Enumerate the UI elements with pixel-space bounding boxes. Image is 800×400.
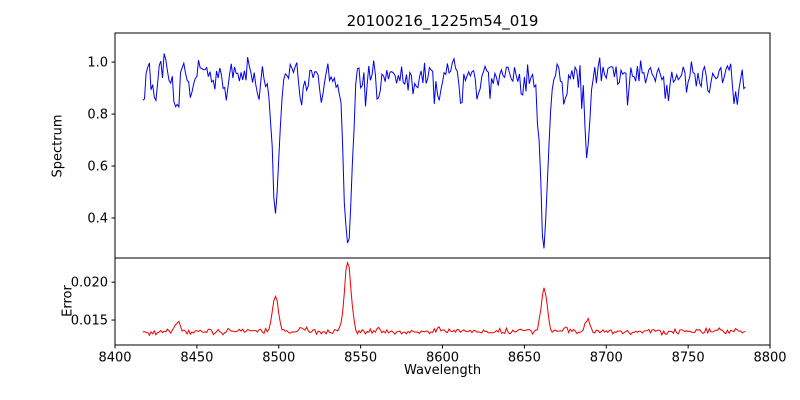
error-y-axis-label: Error <box>60 285 76 317</box>
spectrum-y-ticks: 0.4 0.6 0.8 1.0 <box>87 56 115 226</box>
x-axis-label: Wavelength <box>403 363 482 378</box>
x-tick-label: 8400 <box>98 351 131 366</box>
spectrum-y-tick-label: 0.4 <box>87 211 108 226</box>
chart-title: 20100216_1225m54_019 <box>346 12 539 30</box>
x-tick-label: 8500 <box>262 351 295 366</box>
x-tick-label: 8600 <box>426 351 459 366</box>
spectrum-line <box>142 53 746 249</box>
x-tick-label: 8650 <box>508 351 541 366</box>
error-y-tick-label: 0.020 <box>71 276 108 291</box>
spectrum-panel-frame <box>114 32 771 259</box>
x-tick-label: 8800 <box>753 351 786 366</box>
x-tick-label: 8450 <box>180 351 213 366</box>
spectrum-y-tick-label: 0.8 <box>87 108 108 123</box>
x-axis-ticks: 8400 8450 8500 8550 8600 8650 8700 8750 8800 <box>98 345 787 366</box>
error-y-ticks: 0.015 0.020 <box>71 276 115 329</box>
x-tick-label: 8550 <box>344 351 377 366</box>
spectrum-y-tick-label: 1.0 <box>87 56 108 71</box>
x-tick-label: 8700 <box>590 351 623 366</box>
spectrum-y-axis-label: Spectrum <box>50 114 66 178</box>
spectrum-y-tick-label: 0.6 <box>87 160 108 175</box>
error-line <box>142 260 746 337</box>
error-y-tick-label: 0.015 <box>71 314 108 329</box>
x-tick-label: 8750 <box>672 351 705 366</box>
